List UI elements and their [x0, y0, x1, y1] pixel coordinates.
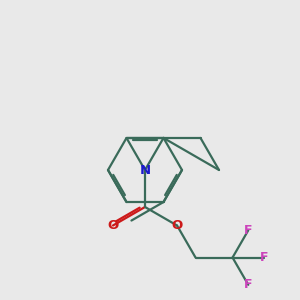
- Text: O: O: [107, 219, 118, 232]
- Text: F: F: [244, 278, 253, 291]
- Text: F: F: [244, 224, 253, 237]
- Text: N: N: [140, 164, 151, 176]
- Text: F: F: [260, 251, 268, 264]
- Text: O: O: [171, 219, 183, 232]
